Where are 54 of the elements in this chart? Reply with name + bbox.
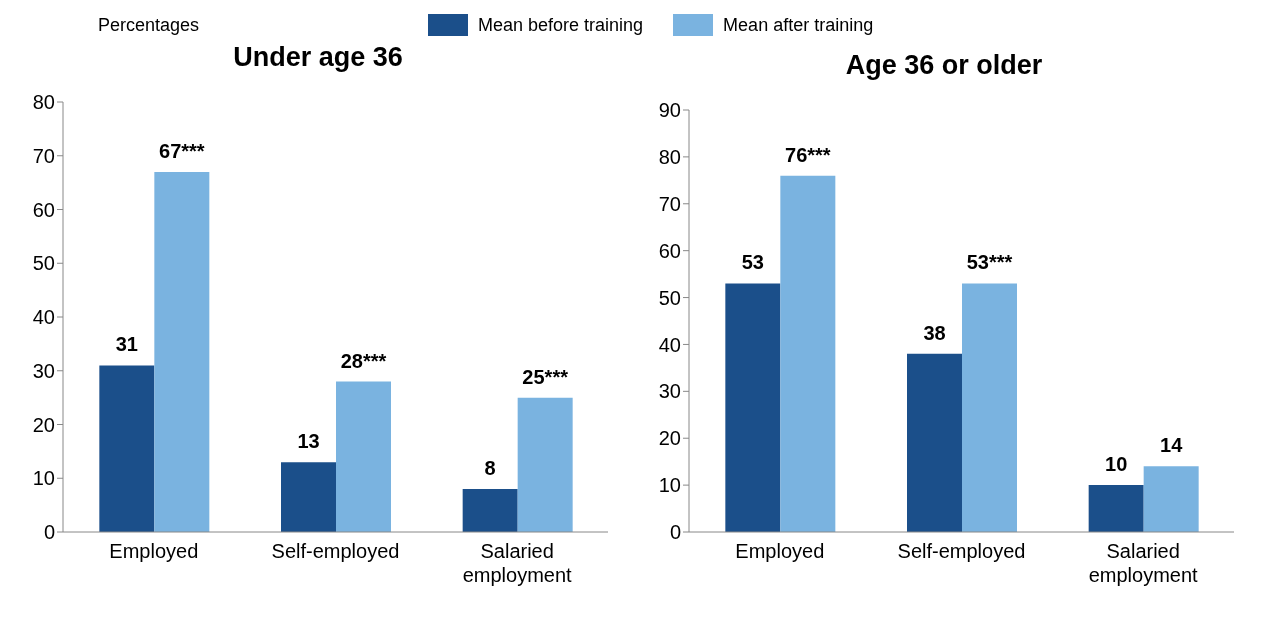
data-label: 8 (484, 457, 496, 479)
bar (99, 365, 155, 532)
data-label: 25*** (522, 365, 569, 388)
x-tick-label: Employed (109, 540, 199, 562)
y-tick-label: 0 (43, 521, 55, 544)
bar (780, 175, 836, 532)
data-label: 14 (1160, 434, 1184, 457)
bar (336, 381, 391, 532)
bar (907, 353, 962, 532)
y-tick-label: 80 (32, 91, 55, 114)
y-tick-label: 40 (32, 306, 55, 329)
chart-title: Age 36 or older (844, 50, 1044, 82)
data-label: 28*** (340, 349, 387, 372)
bar (962, 283, 1017, 532)
data-label: 38 (923, 321, 946, 344)
y-tick-label: 30 (658, 380, 681, 403)
y-axis-title: Percentages (97, 14, 201, 36)
bar (517, 397, 573, 532)
data-label: 76*** (785, 143, 831, 166)
y-tick-label: 10 (658, 474, 681, 497)
data-label: 10 (1105, 453, 1128, 476)
y-tick-label: 50 (32, 252, 55, 275)
legend-label: Mean after training (723, 14, 874, 36)
x-tick-label: Salaried employment (1088, 540, 1199, 586)
data-label: 13 (297, 430, 320, 453)
data-label: 67*** (159, 139, 205, 162)
bar (725, 283, 781, 532)
x-tick-label: Employed (735, 540, 825, 562)
bar (154, 171, 210, 532)
bar (462, 489, 518, 532)
bar (1143, 466, 1199, 532)
y-tick-label: 70 (32, 144, 55, 167)
x-tick-label: Self-employed (271, 540, 400, 562)
y-tick-label: 90 (658, 99, 681, 122)
data-label: 53*** (966, 251, 1013, 274)
x-tick-label: Salaried employment (462, 540, 573, 586)
y-tick-label: 70 (658, 192, 681, 215)
y-tick-label: 60 (32, 198, 55, 221)
bar (281, 462, 336, 532)
y-tick-label: 10 (32, 467, 55, 490)
y-tick-label: 20 (32, 413, 55, 436)
y-tick-label: 40 (658, 333, 681, 356)
legend-label: Mean before training (478, 14, 644, 36)
data-label: 31 (115, 333, 138, 356)
data-label: 53 (741, 251, 764, 274)
y-tick-label: 60 (658, 239, 681, 262)
x-tick-label: Self-employed (897, 540, 1026, 562)
chart-title: Under age 36 (232, 42, 404, 74)
y-tick-label: 30 (32, 359, 55, 382)
y-tick-label: 20 (658, 427, 681, 450)
y-tick-label: 0 (669, 521, 681, 544)
y-tick-label: 50 (658, 286, 681, 309)
bar (1088, 485, 1144, 532)
y-tick-label: 80 (658, 145, 681, 168)
